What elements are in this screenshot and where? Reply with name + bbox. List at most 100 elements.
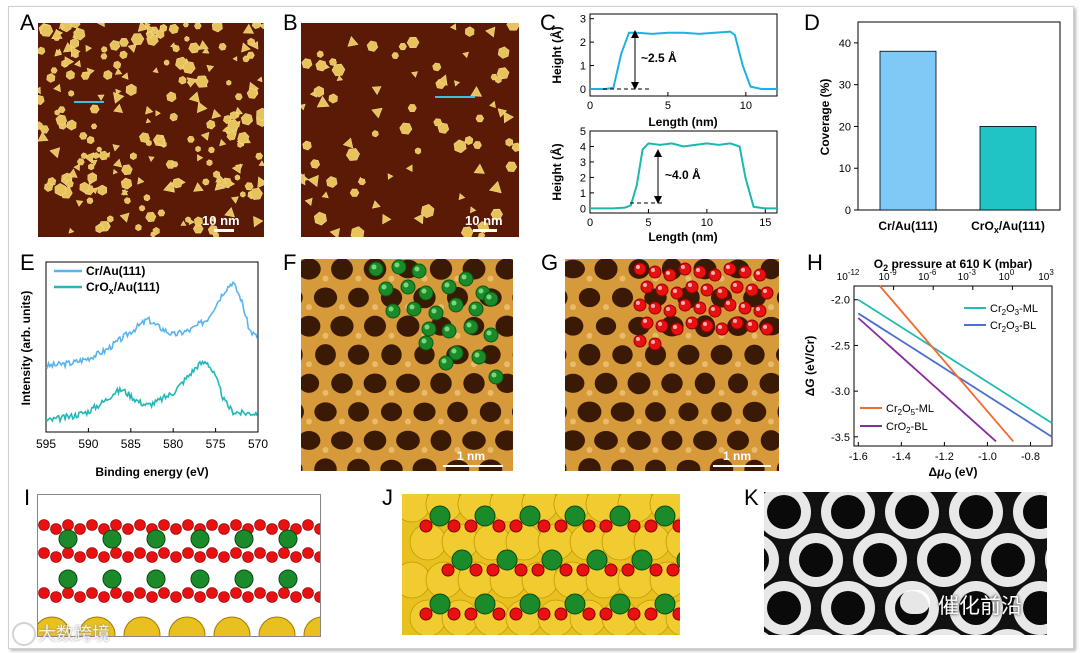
cr-atom (676, 552, 680, 568)
o-atom (206, 547, 218, 559)
island (256, 76, 263, 83)
lattice-bright-spot (372, 361, 378, 368)
island (237, 131, 250, 144)
lattice-bright-spot (685, 389, 692, 396)
island (230, 196, 239, 204)
o-atom (582, 519, 596, 533)
lattice-bright-spot (603, 361, 609, 368)
island (86, 197, 94, 205)
profile-line-b (435, 96, 475, 98)
island (79, 181, 90, 193)
o-atom (314, 523, 320, 535)
island (465, 26, 475, 37)
o-atom (576, 563, 590, 577)
island (316, 95, 330, 108)
lattice-hole (595, 317, 617, 336)
o-atom-highlight (673, 325, 677, 329)
cr-atom-highlight (461, 274, 467, 280)
island (129, 152, 137, 161)
island (475, 114, 485, 123)
island (135, 223, 142, 232)
o-atom (254, 587, 266, 599)
cr-atom (483, 327, 499, 343)
island (211, 23, 223, 33)
o-atom-highlight (666, 307, 670, 311)
o-atom-highlight (711, 307, 715, 311)
island (413, 213, 424, 225)
lattice-bright-spot (718, 389, 725, 396)
o-atom (134, 519, 146, 531)
island (460, 226, 474, 237)
o-atom (760, 322, 774, 336)
lattice-bright-spot (669, 361, 675, 368)
island (246, 88, 258, 99)
island (107, 215, 114, 223)
cr-atom (234, 529, 254, 549)
island (121, 72, 129, 80)
o-atom (633, 262, 647, 276)
cr-atom (429, 505, 451, 527)
y-tick-label: 40 (839, 38, 851, 50)
o-atom (745, 319, 759, 333)
island (371, 130, 379, 138)
o-atom-highlight (741, 304, 745, 308)
island (115, 88, 122, 96)
o-atom (206, 519, 218, 531)
island (503, 111, 515, 124)
island (458, 193, 466, 201)
lattice-bright-spot (355, 447, 362, 454)
x-tick-label: 5 (665, 100, 671, 112)
island (432, 62, 442, 72)
o-atom (554, 519, 568, 533)
lattice-bright-spot (388, 389, 395, 396)
o-atom (685, 280, 699, 294)
cr-atom (564, 505, 586, 527)
island (226, 131, 237, 141)
island (249, 187, 263, 200)
island (168, 23, 179, 35)
o-atom (599, 607, 613, 621)
o-atom (254, 547, 266, 559)
island (76, 158, 85, 166)
island (241, 42, 251, 53)
cr-atom (102, 529, 122, 549)
o-atom (266, 591, 278, 603)
lattice-bright-spot (487, 389, 494, 396)
lattice-hole (412, 458, 437, 471)
cr-atom (411, 263, 427, 279)
o-atom (648, 265, 662, 279)
o-atom (649, 563, 663, 577)
o-atom (302, 587, 314, 599)
island (496, 67, 510, 80)
cr-atom-highlight (478, 288, 484, 294)
lattice-hole (759, 372, 779, 394)
island (97, 23, 105, 28)
island (120, 188, 129, 196)
xlabel-top: Length (nm) (648, 115, 717, 129)
island (328, 93, 338, 104)
island (227, 119, 240, 132)
cr-atom (474, 505, 496, 527)
o-atom (693, 301, 707, 315)
x-tick-label: 5 (645, 217, 651, 229)
lattice-bright-spot (306, 361, 312, 368)
o-atom (685, 316, 699, 330)
o-atom (633, 298, 647, 312)
o-atom (441, 563, 455, 577)
island (139, 132, 150, 143)
cr-atom-highlight (451, 300, 457, 306)
lattice-hole (347, 458, 370, 471)
lattice-bright-spot (322, 332, 329, 339)
y-tick-label: 4 (580, 141, 586, 153)
o-atom-highlight (666, 271, 670, 275)
island (490, 208, 503, 220)
lattice-hole (396, 315, 420, 337)
island (137, 176, 145, 185)
island (180, 220, 187, 226)
island (313, 85, 325, 98)
island (113, 60, 122, 70)
legend-crox: CrOx/Au(111) (86, 280, 160, 296)
lattice-hole (627, 430, 651, 451)
o-atom-highlight (636, 337, 640, 341)
o-atom (218, 551, 230, 563)
